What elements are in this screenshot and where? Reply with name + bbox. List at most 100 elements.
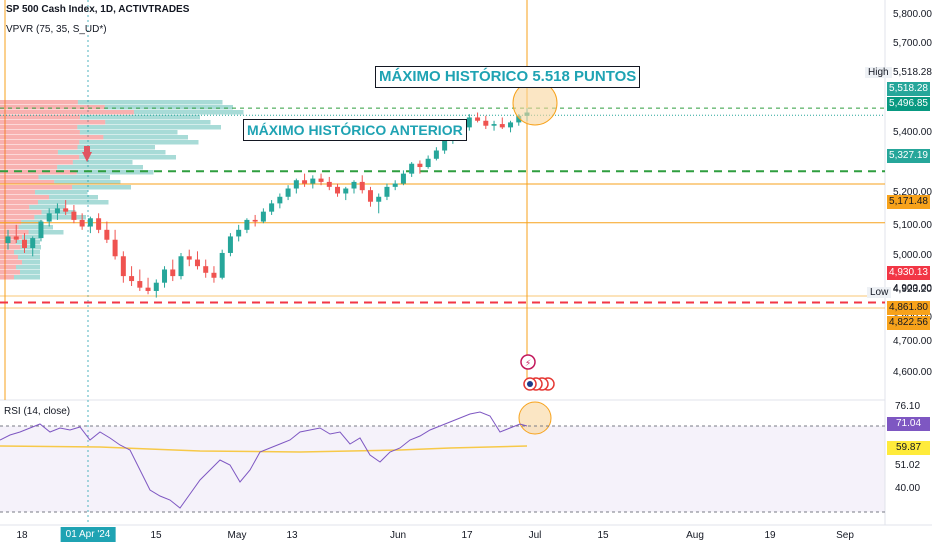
rsi-tick-label: 76.10 [895,401,921,412]
candle-body [409,163,415,174]
vpvr-bar-down [0,140,80,145]
vpvr-bar-up [16,240,40,245]
candle-body [244,219,250,230]
time-label: Aug [686,530,704,541]
time-label: May [227,530,247,541]
candle-body [351,181,357,189]
candle-body [162,269,168,283]
candle-body [120,256,126,277]
price-tick-label: 4,600.00 [893,367,932,378]
rsi-value-badge: 71.04 [887,417,930,431]
vpvr-bar-down [0,215,35,220]
candle-body [38,221,44,239]
candle-body [79,219,85,227]
vpvr-bar-down [0,180,55,185]
annotation-prev-ath[interactable]: MÁXIMO HISTÓRICO ANTERIOR [243,119,467,141]
time-label: 18 [16,530,28,541]
price-tick-label: 5,100.00 [893,220,932,231]
vpvr-bar-up [20,270,40,275]
annotation-ath[interactable]: MÁXIMO HISTÓRICO 5.518 PUNTOS [375,66,641,88]
candle-body [277,196,283,204]
vpvr-bar-down [0,160,73,165]
price-badge: 4,930.13 [887,266,930,280]
high-value: 5,518.28 [893,67,932,78]
price-tick-label: 5,200.00 [893,187,932,198]
candle-body [285,188,291,197]
candle-body [302,180,308,184]
vpvr-bar-down [0,115,80,120]
vpvr-bar-up [80,115,200,120]
vpvr-bar-up [49,195,98,200]
vpvr-bar-down [0,165,58,170]
symbol-title[interactable]: SP 500 Cash Index, 1D, ACTIVTRADES [6,4,190,15]
vpvr-bar-up [22,260,40,265]
candle-body [260,211,266,222]
candle-body [376,196,382,202]
vpvr-bar-up [22,235,40,240]
candle-body [178,256,184,277]
candle-body [293,180,299,189]
rsi-tick-label: 40.00 [895,483,921,494]
candle-body [63,208,69,212]
candle-body [491,124,497,126]
candle-body [87,218,93,227]
candle-body [359,181,365,191]
vpvr-bar-down [0,105,105,110]
svg-text:⚡: ⚡ [525,359,531,369]
highlight-circle-rsi[interactable] [518,401,552,435]
candle-body [516,115,522,123]
arrow-down-icon[interactable] [82,152,92,162]
candle-body [508,122,514,128]
candle-body [483,120,489,126]
candle-body [21,239,27,249]
vpvr-bar-up [34,215,86,220]
vpvr-indicator-label[interactable]: VPVR (75, 35, S_UD*) [6,24,107,35]
vpvr-bar-up [79,130,178,135]
candle-body [466,117,472,128]
candle-body [367,190,373,202]
vpvr-bar-down [0,260,22,265]
price-tick-label: 5,400.00 [893,127,932,138]
price-badge: 4,822.56 [887,316,930,330]
price-levels[interactable] [0,107,885,309]
price-tick-label: 5,700.00 [893,38,932,49]
rsi-tick-label: 51.02 [895,460,921,471]
vpvr-bar-up [79,155,176,160]
price-badge: 5,171.48 [887,195,930,209]
candle-body [475,117,481,121]
vpvr-bar-down [0,145,78,150]
candle-body [227,236,233,253]
time-label: 13 [286,530,298,541]
vpvr-bar-down [0,185,73,190]
vpvr-bar-up [14,250,40,255]
lightning-event-icon[interactable]: ⚡ [520,354,536,370]
vpvr-bar-down [0,120,106,125]
rsi-indicator-label[interactable]: RSI (14, close) [4,406,71,417]
candle-body [326,181,332,187]
candle-body [310,178,316,184]
vpvr-bar-down [0,230,29,235]
candle-body [46,213,52,222]
vpvr-bar-up [77,100,223,105]
candle-body [269,203,275,212]
vpvr-bar-down [0,125,78,130]
candle-body [54,208,60,214]
vpvr-bar-up [38,175,110,180]
vpvr-bar-down [0,205,30,210]
candle-body [219,252,225,278]
candle-body [392,183,398,187]
vpvr-bar-down [0,110,134,115]
vpvr-bar-up [14,275,40,280]
us-flag-events-icon[interactable] [523,377,555,391]
candle-body [318,178,324,182]
vpvr-bar-up [133,110,244,115]
vpvr-bar-down [0,155,80,160]
vpvr-bar-up [57,150,166,155]
price-tick-label: 5,800.00 [893,9,932,20]
candle-body [194,259,200,267]
candle-body [433,150,439,159]
price-tick-label: 4,900.00 [893,283,932,294]
vpvr-bar-down [0,200,38,205]
vpvr-bar-down [0,175,39,180]
